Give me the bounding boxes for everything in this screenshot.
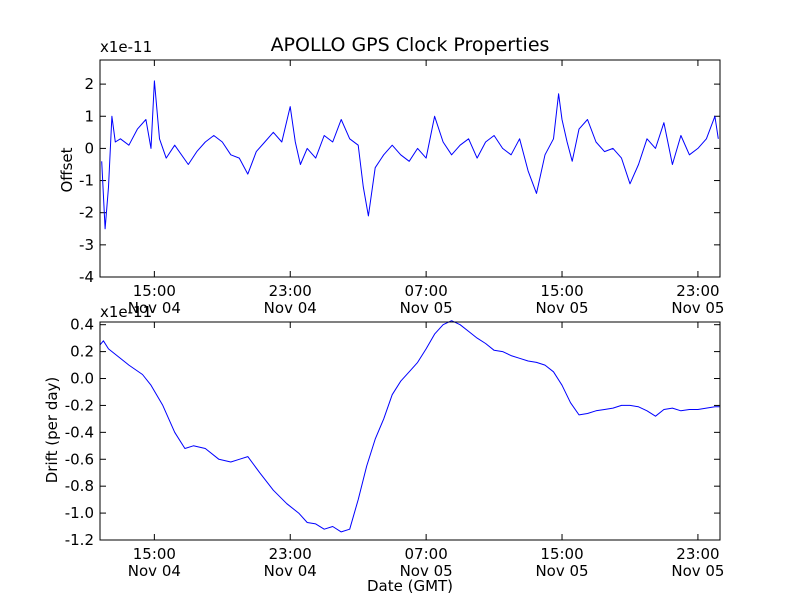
y-tick-label: 1 xyxy=(84,107,94,125)
offset-plot-frame xyxy=(99,59,721,278)
x-tick-time-label: 23:00 xyxy=(676,282,719,300)
x-tick-date-label: Nov 05 xyxy=(535,299,588,317)
y-tick-label: -0.2 xyxy=(65,396,94,414)
x-tick-date-label: Nov 05 xyxy=(535,562,588,580)
offset-series-line xyxy=(101,80,719,230)
y-tick-label: -1.0 xyxy=(65,504,94,522)
offset-y-ticks: -4 -3 -2 -1 0 1 2 xyxy=(79,75,720,286)
offset-series xyxy=(101,80,719,230)
drift-series xyxy=(99,320,720,533)
drift-series-line xyxy=(99,320,720,533)
y-tick-label: 0.0 xyxy=(70,370,94,388)
x-tick-date-label: Nov 04 xyxy=(264,299,317,317)
y-tick-label: -2 xyxy=(79,204,94,222)
x-tick-time-label: 07:00 xyxy=(405,282,448,300)
x-tick-time-label: 07:00 xyxy=(405,545,448,563)
y-tick-label: -0.4 xyxy=(65,423,94,441)
x-tick-time-label: 15:00 xyxy=(133,282,176,300)
drift-y-ticks: -1.2 -1.0 -0.8 -0.6 -0.4 -0.2 0.0 0.2 0.4 xyxy=(65,316,720,549)
y-tick-label: 0.4 xyxy=(70,316,94,334)
x-tick-time-label: 15:00 xyxy=(540,545,583,563)
drift-multiplier: x1e-11 xyxy=(100,303,152,321)
x-tick-date-label: Nov 05 xyxy=(671,299,724,317)
x-tick-date-label: Nov 05 xyxy=(671,562,724,580)
drift-plot-frame xyxy=(99,321,721,541)
x-tick-date-label: Nov 04 xyxy=(264,562,317,580)
x-tick-date-label: Nov 04 xyxy=(128,299,181,317)
x-tick-time-label: 23:00 xyxy=(676,545,719,563)
chart-title: APOLLO GPS Clock Properties xyxy=(271,34,550,56)
x-tick-date-label: Nov 05 xyxy=(400,299,453,317)
x-tick-time-label: 23:00 xyxy=(269,282,312,300)
x-tick-time-label: 23:00 xyxy=(269,545,312,563)
drift-xlabel: Date (GMT) xyxy=(367,577,453,595)
y-tick-label: 2 xyxy=(84,75,94,93)
y-tick-label: -4 xyxy=(79,268,94,286)
x-tick-time-label: 15:00 xyxy=(540,282,583,300)
x-tick-time-label: 15:00 xyxy=(133,545,176,563)
y-tick-label: 0.2 xyxy=(70,343,94,361)
y-tick-label: -1.2 xyxy=(65,531,94,549)
y-tick-label: 0 xyxy=(84,139,94,157)
y-tick-label: -3 xyxy=(79,236,94,254)
y-tick-label: -0.6 xyxy=(65,450,94,468)
x-tick-date-label: Nov 04 xyxy=(128,562,181,580)
drift-panel: x1e-11 Drift (per day) -1.2-1.0-0.8-0.6-… xyxy=(43,303,724,595)
y-tick-label: -0.8 xyxy=(65,477,94,495)
x-tick-date-label: Nov 05 xyxy=(400,562,453,580)
offset-multiplier: x1e-11 xyxy=(100,38,152,56)
offset-ylabel: Offset xyxy=(58,147,76,192)
y-tick-label: -1 xyxy=(79,172,94,190)
drift-ylabel: Drift (per day) xyxy=(43,377,61,484)
